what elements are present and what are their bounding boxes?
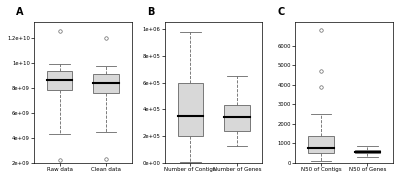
Text: A: A [16, 7, 24, 17]
Bar [93, 74, 119, 93]
Bar [308, 136, 334, 153]
Bar [47, 71, 72, 90]
Bar [355, 150, 380, 153]
Text: B: B [147, 7, 154, 17]
Bar [224, 105, 250, 131]
Bar [178, 83, 203, 136]
Text: C: C [278, 7, 285, 17]
